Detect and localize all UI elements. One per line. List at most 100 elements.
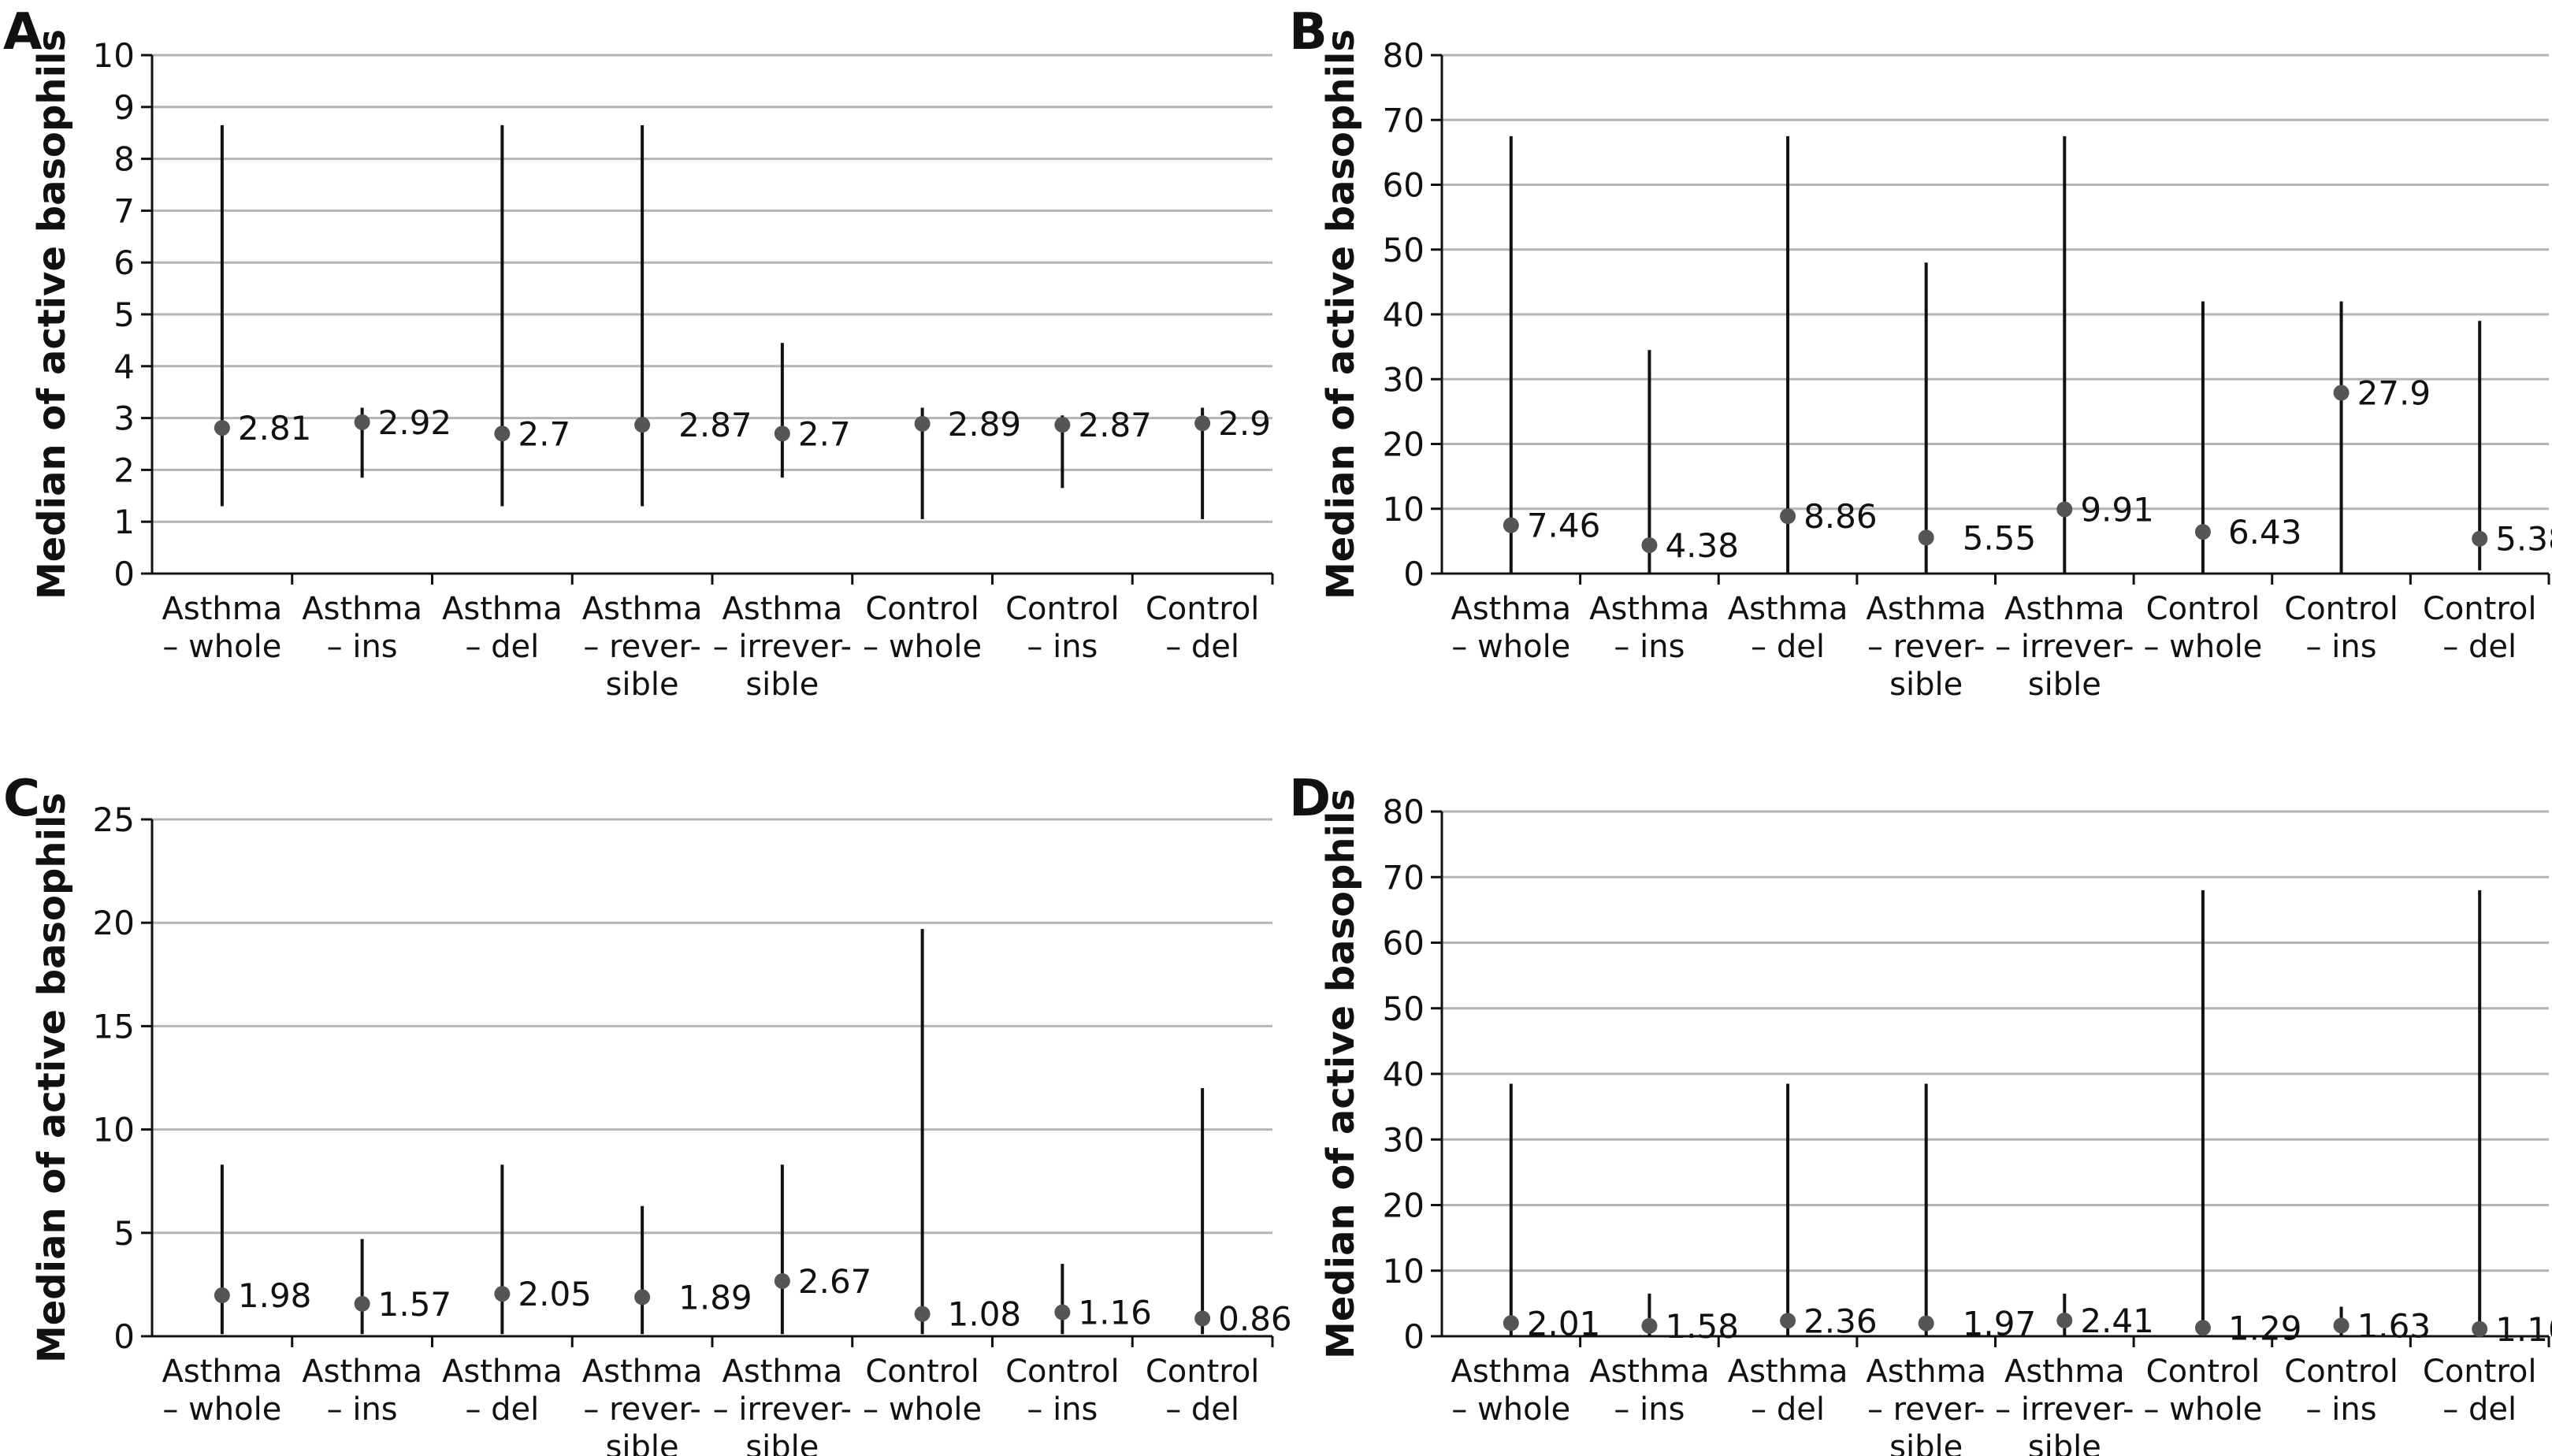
median-point [1641,1317,1658,1334]
y-tick-label: 0 [1403,1317,1425,1356]
x-category-label: Asthma – ins [1589,1354,1710,1428]
median-point [774,1272,790,1289]
panel-letter: D [1289,770,1331,828]
y-tick-label: 25 [93,800,135,839]
x-category-label: Asthma – rever-sible [1866,1354,1986,1456]
x-category-label: Control – ins [1005,1354,1120,1428]
y-tick-label: 60 [1383,166,1425,205]
median-value-label: 1.89 [678,1278,752,1317]
y-axis-title: Median of active basophils [30,29,74,600]
x-category-label: Asthma – irrever-sible [713,591,852,703]
y-tick-label: 50 [1383,990,1425,1028]
x-category-label: Asthma – del [442,1354,563,1428]
y-tick-label: 1 [113,503,135,541]
median-value-label: 2.81 [238,409,312,448]
median-value-label: 4.38 [1665,526,1739,565]
panel-letter: A [3,3,43,61]
median-point [1194,415,1211,432]
x-category-label: Asthma – rever-sible [582,1354,703,1456]
y-axis-title: Median of active basophils [1319,29,1363,600]
x-category-label: Control – whole [863,1354,982,1428]
x-category-label: Asthma – del [442,591,563,665]
x-category-label: Asthma – whole [162,1354,283,1428]
median-point [2194,1320,2211,1336]
median-point [2194,524,2211,540]
y-tick-label: 70 [1383,858,1425,897]
y-tick-label: 5 [113,1214,135,1253]
median-point [1918,1315,1934,1332]
y-tick-label: 0 [1403,555,1425,593]
median-value-label: 2.41 [2080,1302,2154,1340]
median-point [1503,517,1519,533]
x-category-label: Asthma – rever-sible [582,591,703,703]
x-category-label: Asthma – ins [302,1354,422,1428]
chart-panel-a: A 0 1 2 3 4 5 6 7 8 9 10 Median of active basophils A… [3,3,1274,703]
chart-panel-d: D 0 10 20 30 40 50 60 70 80 Median of active basop… [1289,770,2552,1456]
median-point [214,1287,230,1304]
x-category-label: Asthma – whole [162,591,283,665]
median-value-label: 0.86 [1218,1299,1292,1338]
x-category-label: Asthma – del [1728,1354,1848,1428]
panel-letter: C [3,770,40,828]
median-point [2056,501,2073,518]
y-tick-label: 50 [1383,231,1425,269]
y-tick-label: 20 [1383,1187,1425,1225]
median-value-label: 5.55 [1963,518,2037,557]
y-tick-label: 3 [113,399,135,438]
median-point [634,417,651,433]
y-tick-label: 60 [1383,924,1425,963]
median-point [774,425,790,442]
x-category-label: Control – ins [2284,1354,2398,1428]
median-value-label: 5.38 [2495,520,2552,559]
median-value-label: 1.57 [378,1285,452,1324]
median-value-label: 2.01 [1527,1304,1601,1343]
y-tick-label: 10 [1383,490,1425,529]
median-value-label: 7.46 [1527,507,1601,545]
y-axis-title: Median of active basophils [1319,789,1363,1359]
x-category-label: Control – del [2423,1354,2537,1428]
median-point [1503,1315,1519,1332]
median-point [1780,508,1796,525]
median-point [214,420,230,436]
median-value-label: 1.08 [948,1295,1022,1334]
y-tick-label: 30 [1383,360,1425,399]
median-point [1780,1313,1796,1329]
median-point [1054,1304,1071,1320]
median-value-label: 2.9 [1218,404,1271,443]
y-axis-title: Median of active basophils [30,793,74,1363]
median-value-label: 8.86 [1803,497,1878,536]
y-tick-label: 6 [113,243,135,282]
y-tick-label: 5 [113,295,135,334]
median-point [2472,530,2488,547]
median-value-label: 27.9 [2357,374,2431,413]
x-category-label: Control – del [2423,591,2537,665]
median-point [494,425,511,442]
x-category-label: Asthma – irrever-sible [713,1354,852,1456]
x-category-label: Control – ins [2284,591,2398,665]
y-tick-label: 70 [1383,101,1425,139]
median-value-label: 1.29 [2228,1309,2302,1347]
median-value-label: 6.43 [2228,513,2302,552]
median-value-label: 1.16 [1078,1294,1152,1332]
median-value-label: 2.7 [518,414,570,453]
median-point [2472,1320,2488,1337]
x-category-label: Asthma – irrever-sible [1995,591,2134,703]
y-tick-label: 2 [113,451,135,489]
x-category-label: Control – del [1146,1354,1260,1428]
x-category-label: Asthma – irrever-sible [1995,1354,2134,1456]
median-value-label: 1.58 [1665,1307,1739,1346]
y-tick-label: 20 [1383,425,1425,464]
median-point [2056,1312,2073,1328]
median-value-label: 1.63 [2357,1306,2431,1345]
median-point [1641,537,1658,553]
median-point [914,415,931,432]
y-tick-label: 80 [1383,36,1425,75]
median-point [354,414,370,430]
x-category-label: Asthma – ins [302,591,422,665]
y-tick-label: 40 [1383,1055,1425,1094]
x-category-label: Asthma – whole [1451,591,1571,665]
median-value-label: 2.05 [518,1275,592,1313]
chart-panel-c: C 0 5 10 15 20 25 Median of active basophils Ast… [3,770,1292,1456]
median-value-label: 2.87 [678,406,752,444]
